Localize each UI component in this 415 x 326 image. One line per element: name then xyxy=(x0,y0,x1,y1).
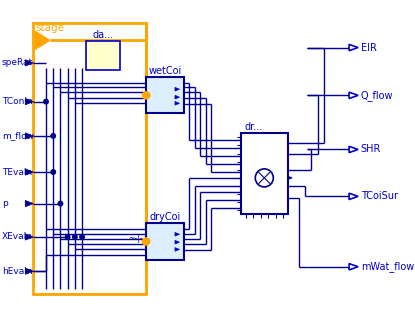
Polygon shape xyxy=(25,133,33,139)
Circle shape xyxy=(73,235,77,239)
Polygon shape xyxy=(175,248,180,251)
Circle shape xyxy=(51,134,56,138)
Polygon shape xyxy=(175,240,180,244)
Polygon shape xyxy=(25,169,33,175)
Circle shape xyxy=(51,170,56,174)
Text: TEvaIn: TEvaIn xyxy=(2,168,32,176)
Polygon shape xyxy=(35,31,50,49)
Polygon shape xyxy=(25,234,33,240)
Polygon shape xyxy=(349,44,358,51)
Text: ~-|-: ~-|- xyxy=(128,234,143,243)
Text: m_flow: m_flow xyxy=(2,131,34,141)
Polygon shape xyxy=(25,268,33,274)
Circle shape xyxy=(58,201,63,206)
Polygon shape xyxy=(349,193,358,200)
Polygon shape xyxy=(175,101,180,105)
Text: XEvaIn: XEvaIn xyxy=(2,232,33,242)
Bar xyxy=(85,41,120,70)
Polygon shape xyxy=(175,87,180,91)
Circle shape xyxy=(80,235,84,239)
Circle shape xyxy=(66,235,70,239)
Polygon shape xyxy=(288,176,292,180)
Circle shape xyxy=(142,238,150,245)
Polygon shape xyxy=(175,232,180,236)
Bar xyxy=(146,77,184,113)
Polygon shape xyxy=(175,95,180,99)
Text: EIR: EIR xyxy=(361,42,377,52)
Circle shape xyxy=(44,99,48,104)
Polygon shape xyxy=(25,200,33,207)
Polygon shape xyxy=(349,264,358,270)
Text: p: p xyxy=(2,199,7,208)
Text: hEvaIn: hEvaIn xyxy=(2,267,32,276)
Circle shape xyxy=(255,169,273,187)
Circle shape xyxy=(142,92,150,99)
Bar xyxy=(146,223,184,259)
Text: TConIn: TConIn xyxy=(2,97,32,106)
Text: mWat_flow: mWat_flow xyxy=(361,261,414,272)
Polygon shape xyxy=(25,60,33,66)
Text: dr...: dr... xyxy=(244,122,263,132)
Text: speRat: speRat xyxy=(2,58,33,67)
Text: stage: stage xyxy=(35,23,64,33)
Text: TCoiSur: TCoiSur xyxy=(361,191,398,201)
Text: SHR: SHR xyxy=(361,144,381,155)
Polygon shape xyxy=(25,98,33,105)
Bar xyxy=(241,133,288,215)
Polygon shape xyxy=(349,146,358,153)
Text: dryCoi: dryCoi xyxy=(149,212,181,222)
Text: da...: da... xyxy=(92,30,113,40)
Polygon shape xyxy=(349,92,358,98)
Bar xyxy=(33,23,146,294)
Text: wetCoi: wetCoi xyxy=(149,66,182,76)
Text: Q_flow: Q_flow xyxy=(361,90,393,101)
